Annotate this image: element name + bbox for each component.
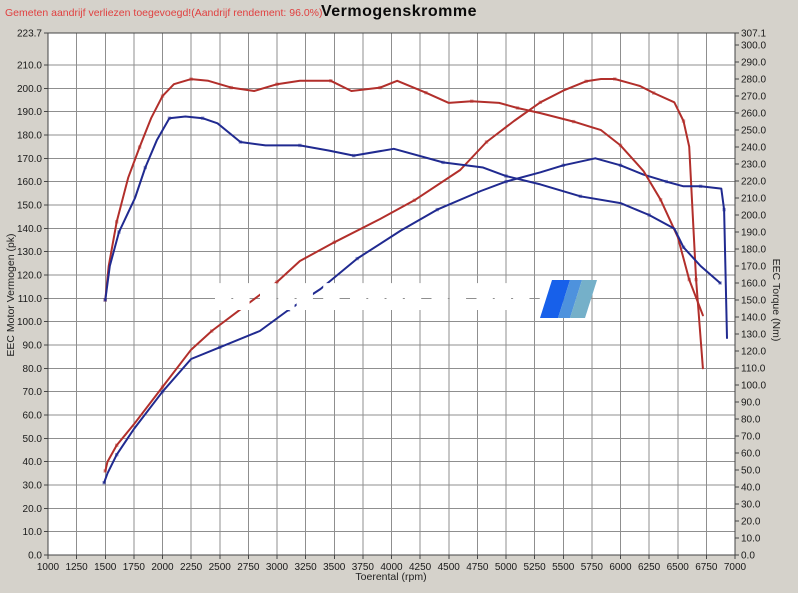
svg-text:0.0: 0.0: [28, 551, 42, 562]
svg-text:190.0: 190.0: [17, 107, 42, 118]
markers-power-stock: [102, 163, 726, 485]
svg-text:3500: 3500: [323, 562, 346, 573]
svg-text:70.0: 70.0: [741, 432, 761, 443]
svg-text:140.0: 140.0: [17, 224, 42, 235]
svg-text:40.0: 40.0: [741, 483, 761, 494]
svg-text:120.0: 120.0: [741, 347, 766, 358]
svg-text:110.0: 110.0: [18, 294, 43, 305]
svg-text:150.0: 150.0: [741, 296, 766, 307]
svg-text:200.0: 200.0: [17, 84, 42, 95]
svg-text:100.0: 100.0: [741, 381, 766, 392]
svg-text:1000: 1000: [37, 562, 60, 573]
svg-text:4750: 4750: [466, 562, 489, 573]
right-axis-title: EEC Torque (Nm): [770, 258, 782, 342]
svg-text:210.0: 210.0: [17, 61, 42, 72]
svg-text:160.0: 160.0: [741, 279, 766, 290]
svg-text:140.0: 140.0: [741, 313, 766, 324]
svg-text:3000: 3000: [266, 562, 289, 573]
svg-text:230.0: 230.0: [741, 160, 766, 171]
svg-text:4250: 4250: [409, 562, 432, 573]
svg-text:90.0: 90.0: [741, 398, 761, 409]
svg-text:80.0: 80.0: [741, 415, 761, 426]
svg-text:200.0: 200.0: [741, 211, 766, 222]
svg-text:150.0: 150.0: [17, 201, 42, 212]
svg-text:50.0: 50.0: [23, 434, 43, 445]
svg-text:6000: 6000: [609, 562, 632, 573]
svg-text:180.0: 180.0: [17, 131, 42, 142]
chart-title: Vermogenskromme: [320, 3, 477, 20]
svg-text:4500: 4500: [438, 562, 461, 573]
svg-text:270.0: 270.0: [741, 92, 766, 103]
svg-text:290.0: 290.0: [741, 58, 766, 69]
curve-torque-tuned: [104, 78, 704, 317]
svg-text:50.0: 50.0: [741, 466, 761, 477]
svg-text:30.0: 30.0: [741, 500, 761, 511]
svg-text:130.0: 130.0: [17, 247, 42, 258]
svg-text:70.0: 70.0: [23, 387, 43, 398]
svg-text:3750: 3750: [352, 562, 375, 573]
axis-ticks-and-labels: 223.7 210.0 200.0 190.0 180.0 170.0 160.0 150.0…: [17, 29, 766, 574]
svg-text:2000: 2000: [151, 562, 174, 573]
svg-text:20.0: 20.0: [741, 517, 761, 528]
markers-torque-tuned: [103, 77, 691, 302]
svg-text:307.1: 307.1: [741, 29, 766, 40]
left-axis-title: EEC Motor Vermogen (pk): [5, 233, 17, 357]
watermark-logo-icon: [540, 280, 597, 318]
svg-text:223.7: 223.7: [17, 29, 42, 40]
drivetrain-loss-note: Gemeten aandrijf verliezen toegevoegd!(A…: [5, 7, 323, 19]
svg-text:280.0: 280.0: [741, 75, 766, 86]
svg-text:190.0: 190.0: [741, 228, 766, 239]
svg-text:240.0: 240.0: [741, 143, 766, 154]
svg-text:170.0: 170.0: [17, 154, 42, 165]
svg-text:40.0: 40.0: [23, 457, 43, 468]
svg-text:5000: 5000: [495, 562, 518, 573]
svg-text:120.0: 120.0: [17, 271, 42, 282]
svg-text:60.0: 60.0: [23, 411, 43, 422]
svg-text:7000: 7000: [724, 562, 747, 573]
svg-text:2750: 2750: [237, 562, 260, 573]
svg-text:180.0: 180.0: [741, 245, 766, 256]
svg-text:250.0: 250.0: [741, 126, 766, 137]
svg-text:210.0: 210.0: [741, 194, 766, 205]
svg-text:160.0: 160.0: [17, 177, 42, 188]
svg-text:60.0: 60.0: [741, 449, 761, 460]
svg-text:4000: 4000: [380, 562, 403, 573]
svg-text:2250: 2250: [180, 562, 203, 573]
curve-power-tuned: [104, 78, 704, 472]
curve-power-stock: [103, 157, 728, 484]
svg-text:100.0: 100.0: [17, 317, 42, 328]
svg-text:220.0: 220.0: [741, 177, 766, 188]
svg-text:260.0: 260.0: [741, 109, 766, 120]
curve-torque-stock: [104, 115, 722, 301]
svg-text:10.0: 10.0: [741, 534, 761, 545]
svg-text:30.0: 30.0: [23, 481, 43, 492]
svg-text:5250: 5250: [524, 562, 547, 573]
svg-text:300.0: 300.0: [741, 41, 766, 52]
svg-text:5500: 5500: [552, 562, 575, 573]
svg-text:2500: 2500: [209, 562, 232, 573]
svg-text:6250: 6250: [638, 562, 661, 573]
svg-text:90.0: 90.0: [23, 341, 43, 352]
svg-text:6750: 6750: [695, 562, 718, 573]
svg-text:0.0: 0.0: [741, 551, 755, 562]
svg-text:1750: 1750: [123, 562, 146, 573]
svg-text:5750: 5750: [581, 562, 604, 573]
markers-power-tuned: [103, 77, 698, 473]
svg-text:80.0: 80.0: [23, 364, 43, 375]
svg-text:10.0: 10.0: [23, 527, 43, 538]
svg-text:1500: 1500: [94, 562, 117, 573]
gridlines: [48, 33, 735, 555]
svg-text:130.0: 130.0: [741, 330, 766, 341]
svg-text:6500: 6500: [667, 562, 690, 573]
x-axis-title: Toerental (rpm): [355, 571, 427, 583]
svg-text:3250: 3250: [295, 562, 318, 573]
markers-torque-stock: [103, 116, 722, 302]
svg-text:20.0: 20.0: [23, 504, 43, 515]
svg-text:1250: 1250: [66, 562, 89, 573]
svg-text:110.0: 110.0: [741, 364, 766, 375]
watermark-text: ██ ███ █ ████ ██ ███ ██: [215, 283, 547, 309]
svg-text:170.0: 170.0: [741, 262, 766, 273]
